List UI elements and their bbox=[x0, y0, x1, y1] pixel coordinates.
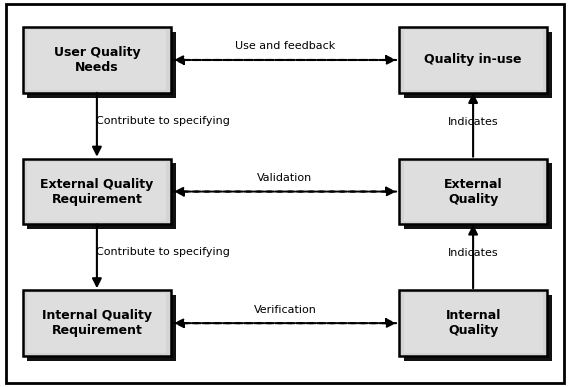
FancyBboxPatch shape bbox=[27, 162, 166, 221]
FancyBboxPatch shape bbox=[399, 290, 547, 356]
Text: Internal Quality
Requirement: Internal Quality Requirement bbox=[42, 309, 152, 337]
Text: Indicates: Indicates bbox=[448, 248, 498, 259]
FancyBboxPatch shape bbox=[27, 32, 176, 98]
FancyBboxPatch shape bbox=[404, 293, 543, 353]
FancyBboxPatch shape bbox=[27, 163, 176, 229]
FancyBboxPatch shape bbox=[399, 159, 547, 224]
FancyBboxPatch shape bbox=[23, 27, 171, 93]
Text: Verification: Verification bbox=[254, 305, 316, 315]
Text: Contribute to specifying: Contribute to specifying bbox=[96, 116, 229, 126]
Text: User Quality
Needs: User Quality Needs bbox=[54, 46, 140, 74]
Text: External Quality
Requirement: External Quality Requirement bbox=[40, 178, 153, 205]
FancyBboxPatch shape bbox=[27, 30, 166, 90]
FancyBboxPatch shape bbox=[399, 27, 547, 93]
FancyBboxPatch shape bbox=[27, 293, 166, 353]
FancyBboxPatch shape bbox=[6, 4, 564, 383]
Text: Use and feedback: Use and feedback bbox=[235, 41, 335, 51]
FancyBboxPatch shape bbox=[27, 295, 176, 361]
Text: Internal
Quality: Internal Quality bbox=[445, 309, 501, 337]
FancyBboxPatch shape bbox=[404, 295, 552, 361]
FancyBboxPatch shape bbox=[404, 163, 552, 229]
FancyBboxPatch shape bbox=[23, 290, 171, 356]
Text: External
Quality: External Quality bbox=[444, 178, 502, 205]
FancyBboxPatch shape bbox=[23, 159, 171, 224]
Text: Contribute to specifying: Contribute to specifying bbox=[96, 247, 229, 257]
FancyBboxPatch shape bbox=[404, 162, 543, 221]
Text: Indicates: Indicates bbox=[448, 117, 498, 127]
Text: Validation: Validation bbox=[258, 173, 312, 183]
FancyBboxPatch shape bbox=[404, 32, 552, 98]
Text: Quality in-use: Quality in-use bbox=[424, 53, 522, 67]
FancyBboxPatch shape bbox=[404, 30, 543, 90]
